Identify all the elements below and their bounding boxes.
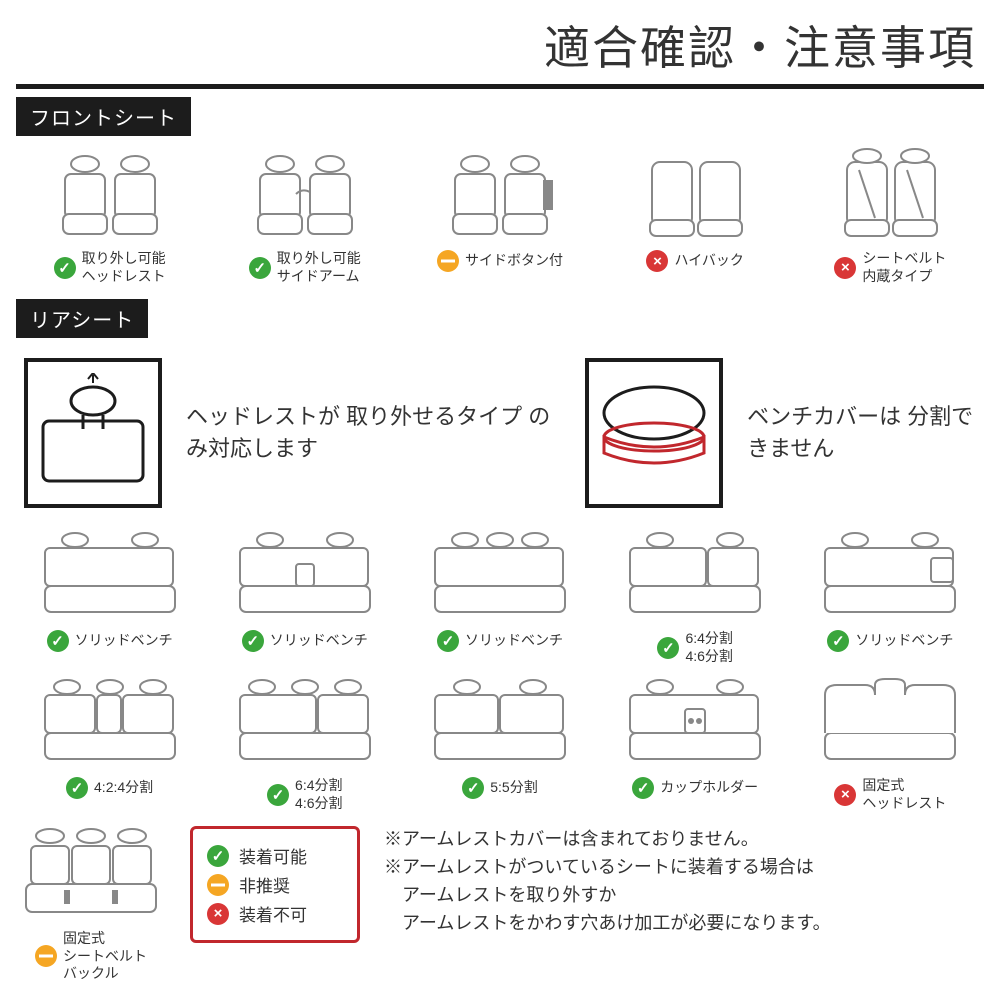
rear-label: 4:2:4分割 (94, 779, 153, 797)
legend-ok: 装着可能 (239, 843, 307, 868)
warn-icon (207, 874, 229, 896)
ok-icon (207, 845, 229, 867)
warn-icon (437, 250, 459, 272)
front-item: 取り外し可能 ヘッドレスト (16, 146, 203, 285)
no-icon (834, 784, 856, 806)
ok-icon (437, 630, 459, 652)
rear-label: ソリッドベンチ (465, 632, 563, 650)
ok-icon (54, 257, 76, 279)
rear-label: 6:4分割 4:6分割 (685, 630, 732, 665)
front-label: ハイバック (674, 252, 743, 270)
ok-icon (267, 784, 289, 806)
info-box-bench (585, 358, 723, 508)
ok-icon (462, 777, 484, 799)
rear-item: 6:4分割 4:6分割 (211, 673, 398, 812)
info-box-headrest (24, 358, 162, 508)
rear-info: ヘッドレストが 取り外せるタイプ のみ対応します ベンチカバーは 分割できません (24, 358, 984, 508)
rear-label: 固定式 ヘッドレスト (862, 777, 946, 812)
ok-icon (249, 257, 271, 279)
no-icon (207, 903, 229, 925)
legend-warn: 非推奨 (239, 872, 290, 897)
rear-label: 6:4分割 4:6分割 (295, 777, 342, 812)
front-label: サイドボタン付 (465, 252, 563, 270)
no-icon (646, 250, 668, 272)
bottom-row: 固定式 シートベルト バックル 装着可能 非推奨 装着不可 ※アームレストカバー… (16, 826, 984, 983)
front-label: 取り外し可能 ヘッドレスト (82, 250, 166, 285)
rear-label: ソリッドベンチ (270, 632, 368, 650)
rear-item: カップホルダー (602, 673, 789, 812)
rear-label: ソリッドベンチ (75, 632, 173, 650)
rear-heading: リアシート (16, 299, 148, 338)
ok-icon (657, 637, 679, 659)
rear-item: ソリッドベンチ (16, 526, 203, 665)
rear-item: 固定式 ヘッドレスト (797, 673, 984, 812)
ok-icon (632, 777, 654, 799)
page-title: 適合確認・注意事項 (16, 12, 984, 78)
legend-no: 装着不可 (239, 901, 307, 926)
info-text-bench: ベンチカバーは 分割できません (747, 401, 984, 465)
rear-extra-item: 固定式 シートベルト バックル (16, 826, 166, 983)
front-item: ハイバック (602, 146, 789, 285)
ok-icon (242, 630, 264, 652)
front-label: シートベルト 内蔵タイプ (862, 250, 946, 285)
rear-item: ソリッドベンチ (797, 526, 984, 665)
rear-item: 4:2:4分割 (16, 673, 203, 812)
rear-item: 6:4分割 4:6分割 (602, 526, 789, 665)
ok-icon (47, 630, 69, 652)
legend-box: 装着可能 非推奨 装着不可 (190, 826, 360, 943)
front-item: シートベルト 内蔵タイプ (797, 146, 984, 285)
front-item: 取り外し可能 サイドアーム (211, 146, 398, 285)
no-icon (834, 257, 856, 279)
front-item: サイドボタン付 (406, 146, 593, 285)
ok-icon (827, 630, 849, 652)
notes: ※アームレストカバーは含まれておりません。 ※アームレストがついているシートに装… (384, 826, 831, 938)
warn-icon (35, 945, 57, 967)
rear-label: 5:5分割 (490, 779, 537, 797)
info-text-headrest: ヘッドレストが 取り外せるタイプ のみ対応します (186, 401, 561, 465)
rear-label: カップホルダー (660, 779, 758, 797)
rear-label: ソリッドベンチ (855, 632, 953, 650)
rear-extra-label: 固定式 シートベルト バックル (63, 930, 147, 983)
rear-grid: ソリッドベンチ ソリッドベンチ ソリッドベンチ 6:4分割 4:6分割 ソリッド… (16, 526, 984, 812)
rear-item: ソリッドベンチ (211, 526, 398, 665)
front-grid: 取り外し可能 ヘッドレスト 取り外し可能 サイドアーム サイドボタン付 ハイバッ… (16, 146, 984, 285)
front-heading: フロントシート (16, 97, 191, 136)
rear-item: ソリッドベンチ (406, 526, 593, 665)
ok-icon (66, 777, 88, 799)
front-label: 取り外し可能 サイドアーム (277, 250, 361, 285)
divider (16, 84, 984, 89)
rear-item: 5:5分割 (406, 673, 593, 812)
